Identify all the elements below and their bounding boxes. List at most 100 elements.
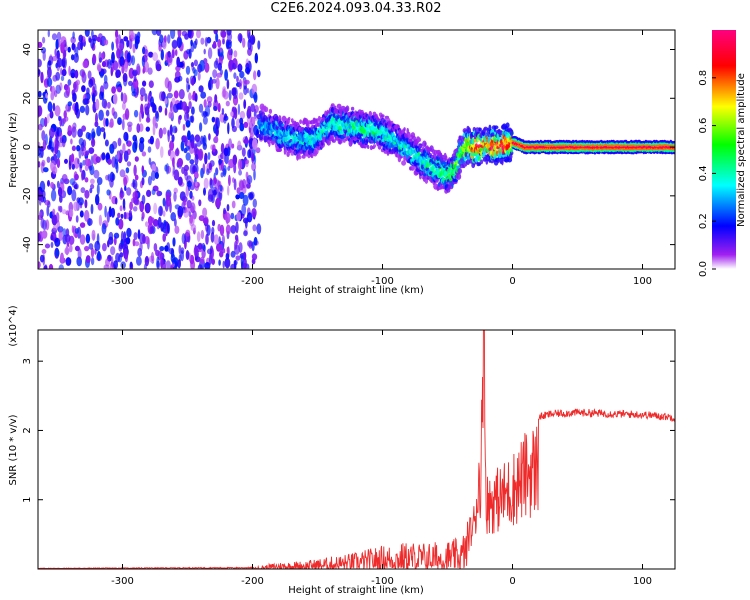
- spectrogram-noise-cell: [125, 167, 130, 174]
- spectrogram-noise-cell: [228, 89, 232, 101]
- spectrogram-noise-cell: [75, 79, 81, 86]
- spectrogram-noise-cell: [144, 106, 150, 116]
- spectrogram-noise-cell: [247, 105, 252, 115]
- spectrogram-noise-cell: [164, 107, 168, 116]
- spectrogram-noise-cell: [139, 87, 146, 97]
- spectrogram-noise-cell: [46, 77, 53, 87]
- spectrogram-noise-cell: [136, 256, 142, 266]
- colorbar-tick-label: 0.8: [698, 70, 709, 86]
- spectrogram-ridge-cell: [268, 108, 273, 114]
- spectrogram-noise-cell: [102, 243, 107, 252]
- spectrogram-noise-cell: [115, 30, 119, 39]
- spectrogram-noise-cell: [146, 189, 152, 197]
- spectrogram-noise-cell: [219, 185, 223, 192]
- spectrogram-noise-cell: [97, 202, 103, 211]
- spectrogram-noise-cell: [58, 264, 64, 269]
- spectrogram-noise-cell: [163, 219, 167, 227]
- spectrogram-noise-cell: [94, 83, 97, 93]
- spectrogram-noise-cell: [191, 106, 195, 115]
- spectrogram-noise-cell: [223, 147, 229, 157]
- spectrogram-noise-cell: [250, 103, 256, 113]
- spectrogram-ridge-cell: [444, 155, 448, 161]
- spectrogram-noise-cell: [121, 118, 125, 131]
- spectrogram-ridge-cell: [384, 136, 388, 142]
- spectrogram-noise-cell: [185, 145, 190, 151]
- spectrogram-noise-cell: [107, 240, 110, 248]
- spectrogram-noise-cell: [226, 79, 230, 90]
- spectrogram-ridge-cell: [510, 148, 514, 153]
- spectrogram-noise-cell: [108, 231, 114, 241]
- spectrogram-noise-cell: [91, 128, 96, 140]
- spectrogram-ridge-cell: [372, 144, 377, 148]
- spectrogram-noise-cell: [196, 231, 201, 243]
- spectrogram-noise-cell: [89, 188, 93, 194]
- spectrogram-noise-cell: [113, 260, 118, 269]
- spectrogram-noise-cell: [47, 66, 52, 79]
- spectrogram-noise-cell: [203, 99, 207, 108]
- spectrogram-noise-cell: [252, 198, 257, 208]
- spectrogram-noise-cell: [164, 245, 169, 252]
- spectrogram-noise-cell: [211, 116, 216, 123]
- spectrogram-noise-cell: [174, 218, 177, 227]
- spectrogram-noise-cell: [225, 252, 230, 260]
- spectrogram-noise-cell: [148, 80, 154, 88]
- spectrogram-noise-cell: [97, 64, 102, 72]
- spectrogram-noise-cell: [227, 185, 230, 196]
- spectrogram-noise-cell: [50, 241, 54, 248]
- spectrogram-noise-cell: [190, 140, 195, 149]
- spectrogram-noise-cell: [65, 103, 69, 111]
- spectrogram-noise-cell: [122, 143, 126, 154]
- spectrogram-noise-cell: [197, 242, 203, 250]
- spectrogram-noise-cell: [132, 43, 136, 54]
- spectrogram-ridge-cell: [313, 147, 319, 155]
- spectrogram-noise-cell: [183, 209, 189, 218]
- spectrogram-noise-cell: [215, 197, 221, 209]
- spectrogram-noise-cell: [251, 151, 255, 164]
- spectrogram-noise-cell: [52, 55, 58, 62]
- spectrogram-noise-cell: [251, 241, 255, 252]
- spectrogram-noise-cell: [251, 208, 257, 218]
- spectrogram-noise-cell: [201, 110, 208, 118]
- spectrogram-noise-cell: [202, 116, 208, 125]
- spectrogram-noise-cell: [178, 75, 183, 82]
- spectrogram-noise-cell: [215, 32, 219, 43]
- spectrogram-noise-cell: [79, 105, 86, 113]
- spectrogram-noise-cell: [170, 212, 176, 222]
- spectrogram-noise-cell: [105, 118, 109, 127]
- spectrogram-noise-cell: [101, 152, 106, 161]
- spectrogram-noise-cell: [74, 173, 79, 181]
- spectrogram-noise-cell: [188, 92, 192, 101]
- spectrogram-noise-cell: [155, 138, 160, 150]
- colorbar: 0.0 0.2 0.4 0.6 0.8 Normalized spectral ampl…: [698, 30, 747, 277]
- spectrogram-noise-cell: [152, 104, 157, 113]
- spectrogram-noise-cell: [151, 188, 156, 196]
- spectrogram-noise-cell: [82, 98, 89, 106]
- spectrogram-noise-cell: [179, 37, 183, 47]
- spectrogram-noise-cell: [149, 135, 154, 145]
- spectrogram-noise-cell: [110, 256, 114, 268]
- snr-y-tick-label: 3: [22, 358, 33, 364]
- spectrogram-noise-cell: [85, 233, 91, 244]
- spectrogram-noise-cell: [104, 139, 109, 147]
- spectrogram-noise-cell: [252, 224, 257, 232]
- spectrogram-noise-cell: [202, 142, 207, 150]
- spectrogram-noise-cell: [162, 210, 166, 217]
- spectrogram-noise-cell: [233, 259, 237, 269]
- spectrogram-noise-cell: [215, 77, 220, 90]
- spectrogram-noise-cell: [115, 37, 119, 50]
- spectrogram-noise-cell: [235, 221, 239, 234]
- spectrogram-noise-cell: [237, 158, 243, 171]
- spectrogram-noise-cell: [122, 92, 127, 104]
- spectrogram-noise-cell: [103, 131, 106, 140]
- spectrogram-noise-cell: [72, 31, 75, 40]
- spectrogram-noise-cell: [128, 67, 135, 79]
- spectrogram-noise-cell: [81, 125, 86, 132]
- spectrogram-noise-cell: [241, 147, 246, 157]
- colorbar-gradient: [712, 30, 736, 269]
- spectrogram-noise-cell: [232, 154, 238, 166]
- spectrogram-noise-cell: [132, 179, 138, 190]
- spectrogram-noise-cell: [174, 49, 178, 56]
- spectrogram-noise-cell: [67, 185, 73, 196]
- spectrogram-noise-cell: [81, 70, 85, 79]
- spectrogram-noise-cell: [253, 169, 256, 181]
